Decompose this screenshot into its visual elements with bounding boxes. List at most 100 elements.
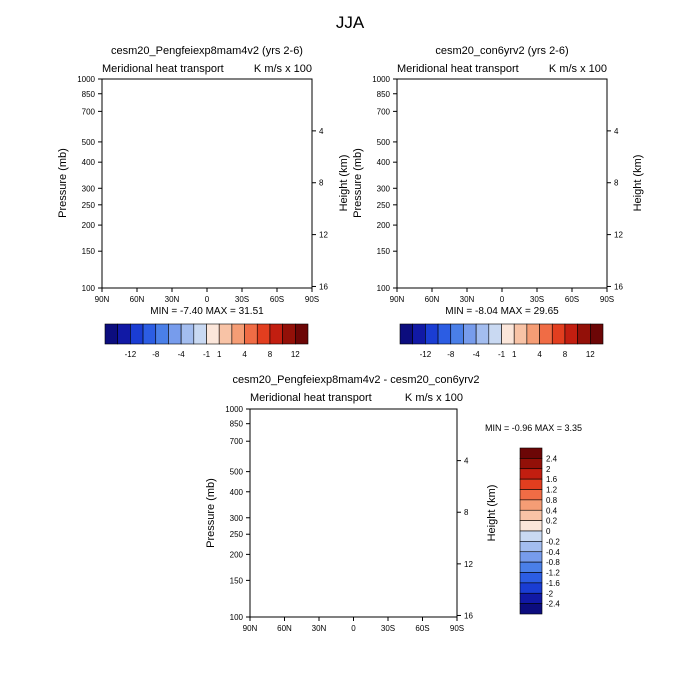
y-tick-label: 1000 (372, 75, 390, 84)
colorbar-swatch (130, 323, 144, 345)
y-axis-label-right: Height (km) (632, 155, 644, 212)
height-tick-label: 12 (319, 231, 328, 240)
colorbar-swatch (180, 323, 195, 345)
colorbar-swatch (155, 323, 169, 345)
y-tick-label: 500 (82, 138, 96, 147)
height-tick-label: 8 (319, 179, 324, 188)
colorbar-label: -4 (473, 350, 481, 359)
y-tick-label: 250 (377, 201, 391, 210)
colorbar-label: -12 (420, 350, 432, 359)
y-axis-label: Pressure (mb) (352, 148, 364, 218)
panel-subtitle-right: K m/s x 100 (405, 392, 463, 404)
y-tick-label: 150 (377, 247, 391, 256)
colorbar-swatch (551, 323, 566, 345)
colorbar-swatch (168, 323, 182, 345)
colorbar-swatch (206, 323, 220, 345)
colorbar-swatch (244, 323, 258, 345)
panel-subtitle-left: Meridional heat transport (397, 63, 519, 75)
colorbar-swatch (425, 323, 439, 345)
colorbar-swatch (218, 323, 233, 345)
y-tick-label: 850 (82, 90, 96, 99)
y-tick-label: 100 (82, 284, 96, 293)
colorbar-swatch (104, 323, 118, 345)
colorbar-label: -1 (498, 350, 506, 359)
x-tick-label: 30S (235, 295, 249, 304)
panel-difference: cesm20_Pengfeiexp8mam4v2 - cesm20_con6yr… (205, 374, 582, 633)
panel-subtitle-left: Meridional heat transport (250, 392, 372, 404)
panel-title: cesm20_con6yrv2 (yrs 2-6) (435, 45, 568, 57)
min-max-readout: MIN = -7.40 MAX = 31.51 (150, 306, 264, 317)
y-tick-label: 700 (82, 107, 96, 116)
colorbar-swatch (142, 323, 157, 345)
colorbar-swatch (450, 323, 464, 345)
x-tick-label: 30N (460, 295, 475, 304)
x-tick-label: 60S (270, 295, 284, 304)
colorbar-label: 4 (537, 350, 542, 359)
plot-frame (101, 78, 313, 289)
x-tick-label: 30N (165, 295, 180, 304)
height-tick-label: 4 (319, 127, 324, 136)
y-tick-label: 400 (82, 158, 96, 167)
colorbar-swatch (590, 323, 604, 345)
x-tick-label: 60N (130, 295, 145, 304)
colorbar-label: 8 (268, 350, 273, 359)
height-tick-label: 8 (614, 179, 619, 188)
x-tick-label: 90S (600, 295, 614, 304)
y-tick-label: 250 (82, 201, 96, 210)
colorbar-swatch (539, 323, 553, 345)
panel-title: cesm20_Pengfeiexp8mam4v2 - cesm20_con6yr… (232, 374, 479, 386)
min-max-readout: MIN = -8.04 MAX = 29.65 (445, 306, 559, 317)
colorbar-swatch (399, 323, 413, 345)
colorbar-label: 4 (242, 350, 247, 359)
height-tick-label: 4 (614, 127, 619, 136)
x-tick-label: 30S (530, 295, 544, 304)
y-tick-label: 100 (377, 284, 391, 293)
colorbar-label: -12 (125, 350, 137, 359)
colorbar-swatch (117, 323, 131, 345)
colorbar-swatch (282, 323, 296, 345)
y-tick-label: 300 (82, 184, 96, 193)
y-tick-label: 200 (377, 221, 391, 230)
colorbar-swatch (513, 323, 528, 345)
y-tick-label: 400 (377, 158, 391, 167)
y-axis-label-right: Height (km) (486, 485, 498, 542)
panel-subtitle-right: K m/s x 100 (549, 63, 607, 75)
y-axis-label-right: Height (km) (338, 155, 350, 212)
panel-subtitle-left: Meridional heat transport (102, 63, 224, 75)
colorbar-swatch (231, 323, 245, 345)
x-tick-label: 90N (95, 295, 110, 304)
colorbar-label: 8 (563, 350, 568, 359)
colorbar-swatch (412, 323, 426, 345)
colorbar-swatch (577, 323, 591, 345)
colorbar-swatch (526, 323, 540, 345)
plot-frame (396, 78, 608, 289)
height-tick-label: 16 (319, 282, 328, 291)
x-tick-label: 60N (425, 295, 440, 304)
x-tick-label: 0 (205, 295, 210, 304)
panel-title: cesm20_Pengfeiexp8mam4v2 (yrs 2-6) (111, 45, 303, 57)
x-tick-label: 90N (390, 295, 405, 304)
y-axis-label: Pressure (mb) (205, 478, 217, 548)
colorbar-swatch (295, 323, 309, 345)
y-axis-label: Pressure (mb) (57, 148, 69, 218)
y-tick-label: 700 (377, 107, 391, 116)
colorbar-swatch (564, 323, 578, 345)
colorbar: -12 -8 -4 -1 1 4 8 12 (104, 323, 309, 359)
y-tick-label: 300 (377, 184, 391, 193)
y-tick-label: 1000 (77, 75, 95, 84)
x-tick-label: 0 (500, 295, 505, 304)
colorbar-label: 1 (217, 350, 222, 359)
colorbar-label: 1 (512, 350, 517, 359)
colorbar-swatch (488, 323, 502, 345)
colorbar-label: -4 (178, 350, 186, 359)
y-tick-label: 200 (82, 221, 96, 230)
colorbar-label: -8 (447, 350, 455, 359)
x-tick-label: 60S (565, 295, 579, 304)
colorbar-swatch (475, 323, 490, 345)
colorbar-swatch (437, 323, 452, 345)
colorbar-swatch (193, 323, 207, 345)
colorbar-swatch (501, 323, 515, 345)
y-tick-label: 150 (82, 247, 96, 256)
panel-control: cesm20_con6yrv2 (yrs 2-6) Meridional hea… (352, 45, 644, 359)
